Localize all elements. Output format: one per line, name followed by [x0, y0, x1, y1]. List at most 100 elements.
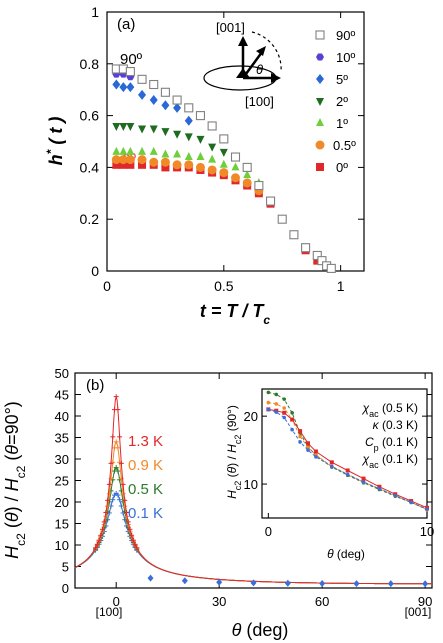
data-point [195, 111, 206, 121]
series-2deg [112, 122, 228, 157]
legend-label-5: 5º [336, 72, 348, 87]
data-point [284, 579, 291, 587]
data-point [377, 487, 382, 491]
legend-marker-5deg [316, 74, 324, 84]
y-tick-label: 0 [62, 581, 69, 596]
data-point [184, 152, 193, 161]
data-point [112, 160, 121, 169]
legend-markers [315, 30, 325, 171]
temp-label-0-9K: 0.9 K [128, 457, 163, 474]
data-point [274, 402, 279, 406]
inset-x-tick-label: 0 [265, 524, 272, 539]
legend-label-05: 0.5º [333, 138, 356, 153]
data-point [242, 178, 252, 188]
legend-marker-10deg [316, 53, 324, 61]
data-point [282, 410, 287, 415]
panel-b-inset: 10 20 0 10 Hc2 (θ) / Hc2 (90°) θ (deg) χac … [225, 388, 435, 561]
data-point [184, 103, 194, 113]
data-point [314, 455, 318, 459]
data-point [118, 155, 128, 165]
data-point [387, 580, 394, 588]
data-point [172, 95, 182, 105]
data-point [147, 574, 154, 582]
series-0deg [112, 160, 322, 265]
data-point [265, 196, 276, 206]
y-tick-label: 25 [55, 474, 69, 489]
data-point [313, 449, 318, 454]
panel-a-legend: 90º 10º 5º 2º 1º 0.5º 0º [315, 28, 356, 175]
data-point [138, 89, 147, 100]
y-tick-label: 30 [55, 452, 69, 467]
data-point [161, 100, 170, 111]
data-point [298, 429, 303, 434]
series-0_5deg [111, 155, 276, 206]
data-point [126, 82, 135, 93]
y-tick-label: 15 [55, 517, 69, 532]
data-point [317, 256, 327, 266]
data-point [290, 410, 294, 415]
data-point [119, 122, 128, 131]
panel-a-y-label: h* ( t ) [44, 117, 66, 166]
legend-label-1: 1º [336, 116, 348, 131]
data-point [353, 580, 360, 588]
data-point [361, 476, 366, 481]
data-point [274, 410, 279, 414]
inset-y-label: Hc2 (θ) / Hc2 (90°) [225, 405, 243, 499]
data-point [289, 230, 299, 240]
series-90deg [111, 64, 336, 273]
data-point [149, 146, 158, 155]
y-tick-label: 0.4 [80, 159, 100, 175]
data-point [137, 155, 147, 165]
data-point [119, 160, 128, 169]
legend-marker-90deg [315, 30, 325, 40]
data-point [160, 157, 170, 167]
inset-y-tick-label: 10 [244, 477, 258, 492]
data-point [196, 135, 205, 144]
data-point [184, 160, 194, 170]
x-tick-label: 1 [337, 278, 345, 294]
data-point [126, 146, 135, 155]
data-point [173, 102, 182, 113]
y-tick-label: 5 [62, 560, 69, 575]
inset-frame [261, 388, 428, 519]
temp-label-1-3K: 1.3 K [128, 433, 163, 450]
data-point [266, 400, 271, 405]
inset-curve-curve_0_5K [268, 391, 428, 510]
direction-100-label: [100] [96, 605, 123, 619]
legend-label-0: 0º [336, 160, 348, 175]
data-point [184, 133, 193, 142]
inset-curve-curve_0_9K [268, 402, 428, 511]
data-point [173, 130, 182, 139]
legend-marker-0deg [316, 163, 324, 171]
y-tick-label: 35 [55, 431, 69, 446]
panel-b-y-ticks: 0 5 10 15 20 25 30 35 40 45 50 [55, 366, 432, 596]
legend-label-2: 2º [336, 94, 348, 109]
x-tick-label: 0.5 [214, 278, 234, 294]
data-point [137, 74, 147, 84]
inset-x-tick-label: 10 [420, 524, 434, 539]
data-point [126, 160, 135, 169]
data-point [181, 577, 188, 585]
arrowhead-field-icon [256, 46, 266, 56]
data-point [173, 149, 182, 158]
data-point [216, 578, 223, 586]
data-point [393, 493, 398, 498]
data-point [425, 507, 429, 511]
data-point [195, 162, 205, 172]
direction-001-label: [001] [405, 605, 432, 619]
data-point [330, 464, 334, 469]
panel-b-x-label: θ (deg) [232, 620, 289, 640]
data-point [207, 121, 217, 131]
legend-marker-0_5deg [315, 140, 325, 150]
data-point [138, 160, 147, 169]
data-point [112, 146, 121, 155]
data-point [119, 146, 128, 155]
inset-ticks: 10 20 0 10 [244, 409, 435, 539]
data-point [196, 152, 205, 161]
data-point [409, 500, 413, 505]
data-point [243, 170, 252, 179]
panel-a-data-points [111, 64, 336, 273]
data-point [161, 149, 170, 158]
data-point [219, 148, 228, 157]
panel-a-y-ticks: 0 0.2 0.4 0.6 0.8 1 [80, 4, 364, 279]
